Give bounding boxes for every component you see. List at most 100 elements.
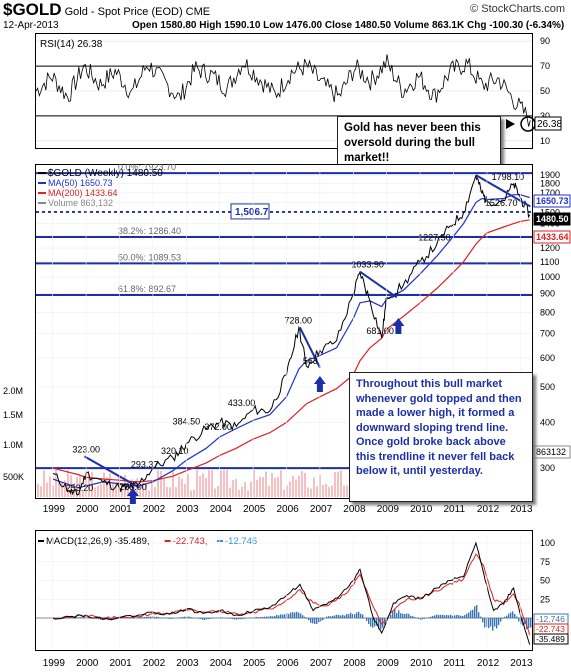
macd-histogram-bar (300, 613, 302, 619)
macd-x-tick-label: 2011 (444, 658, 466, 669)
macd-histogram-bar (408, 613, 410, 619)
macd-histogram-bar (282, 614, 284, 619)
price-tick-label: 1700 (540, 188, 560, 198)
macd-histogram-bar (296, 611, 298, 619)
macd-legend-label: -12.746 (225, 536, 257, 547)
macd-tick-label: 50 (540, 576, 550, 586)
macd-histogram-bar (332, 615, 334, 619)
volume-last-box (533, 445, 571, 459)
right-label-box (533, 230, 571, 244)
macd-histogram-bar (272, 616, 274, 619)
price-x-tick-label: 2013 (510, 504, 533, 515)
volume-bar (205, 478, 207, 497)
macd-histogram-bar (96, 618, 98, 619)
fibonacci-label: 61.8%: 892.67 (118, 284, 176, 294)
legend-label: Volume 863,132 (48, 198, 113, 208)
volume-bar (61, 482, 63, 497)
price-label: 1033.90 (351, 260, 384, 270)
macd-histogram-bar (166, 618, 168, 619)
volume-bar (169, 487, 171, 497)
price-label: 1227.50 (418, 232, 451, 242)
volume-bar (340, 470, 342, 497)
macd-x-tick-label: 2002 (143, 658, 166, 669)
macd-histogram-bar (270, 616, 272, 619)
brand-label[interactable]: © StockCharts.com (470, 3, 565, 15)
macd-histogram-bar (140, 617, 142, 619)
macd-histogram-bar (334, 615, 336, 619)
macd-histogram-bar (284, 614, 286, 619)
macd-histogram-bar (182, 616, 184, 619)
volume-tick-label: 1.5M (3, 410, 23, 420)
macd-histogram-bar (506, 615, 508, 619)
macd-histogram-bar (108, 618, 110, 620)
price-line (52, 174, 531, 496)
volume-bar (94, 487, 96, 497)
macd-x-tick-label: 2004 (210, 658, 233, 669)
macd-histogram-bar (468, 612, 470, 619)
volume-bar (265, 471, 267, 497)
volume-bar (106, 477, 108, 497)
volume-bar (100, 483, 102, 497)
right-label: 1480.50 (536, 214, 569, 224)
ticker-symbol: $GOLD (3, 0, 62, 19)
macd-histogram-bar (460, 615, 462, 619)
macd-histogram-bar (234, 618, 236, 620)
macd-histogram-bar (236, 618, 238, 620)
macd-right-label-box (533, 633, 569, 645)
macd-histogram-bar (452, 615, 454, 619)
volume-tick-label: 500K (3, 472, 24, 482)
macd-histogram-bar (508, 613, 510, 619)
legend-label: $GOLD (Weekly) 1480.50 (48, 168, 163, 179)
macd-histogram-bar (228, 618, 230, 619)
downtrend-line (475, 174, 531, 208)
volume-bar (166, 487, 168, 497)
macd-histogram-bar (410, 615, 412, 619)
macd-histogram-bar (370, 618, 372, 627)
volume-bar (70, 475, 72, 497)
macd-histogram-bar (474, 606, 476, 619)
macd-histogram-bar (80, 617, 82, 619)
volume-bar (58, 481, 60, 497)
volume-bar (67, 470, 69, 497)
legend-label: MA(50) 1650.73 (48, 178, 113, 188)
macd-axis-ticks: 1007550250 (540, 538, 555, 623)
volume-bar (154, 487, 156, 497)
volume-bar (163, 478, 165, 497)
volume-bar (130, 479, 132, 497)
rsi-tick-label: 70 (540, 61, 550, 71)
macd-histogram-bar (482, 618, 484, 623)
macd-histogram-bar (84, 617, 86, 619)
volume-bar (193, 489, 195, 497)
macd-histogram-bar (188, 616, 190, 619)
macd-histogram-bar (310, 618, 312, 623)
macd-histogram-bar (338, 614, 340, 619)
macd-histogram-bar (208, 618, 210, 620)
macd-histogram-bar (288, 614, 290, 619)
macd-histogram-bar (514, 613, 516, 619)
right-label-box (533, 212, 571, 226)
volume-bar (214, 488, 216, 497)
macd-x-tick-label: 2005 (243, 658, 266, 669)
macd-histogram-bar (358, 611, 360, 619)
volume-bar (289, 481, 291, 497)
ma200-line (52, 219, 530, 483)
price-tick-label: 400 (540, 417, 555, 427)
macd-histogram-bar (354, 614, 356, 619)
price-x-tick-label: 2008 (343, 504, 366, 515)
volume-bar (127, 479, 129, 497)
rsi-axis-ticks: 90 70 50 30 10 (540, 36, 550, 146)
volume-bar (280, 470, 282, 497)
volume-bar (295, 479, 297, 497)
rsi-last-value: 26.38 (537, 119, 562, 130)
macd-histogram-bar (430, 616, 432, 619)
macd-histogram-bar (492, 618, 494, 631)
price-tick-label: 700 (540, 329, 555, 339)
rsi-last-box (534, 116, 562, 131)
macd-histogram-bar (458, 615, 460, 619)
macd-histogram-bar (498, 618, 500, 625)
macd-histogram-bar (404, 614, 406, 619)
macd-histogram-bar (198, 618, 200, 619)
price-x-tick-label: 1999 (43, 504, 66, 515)
volume-bar (238, 489, 240, 497)
macd-histogram-bar (98, 618, 100, 620)
